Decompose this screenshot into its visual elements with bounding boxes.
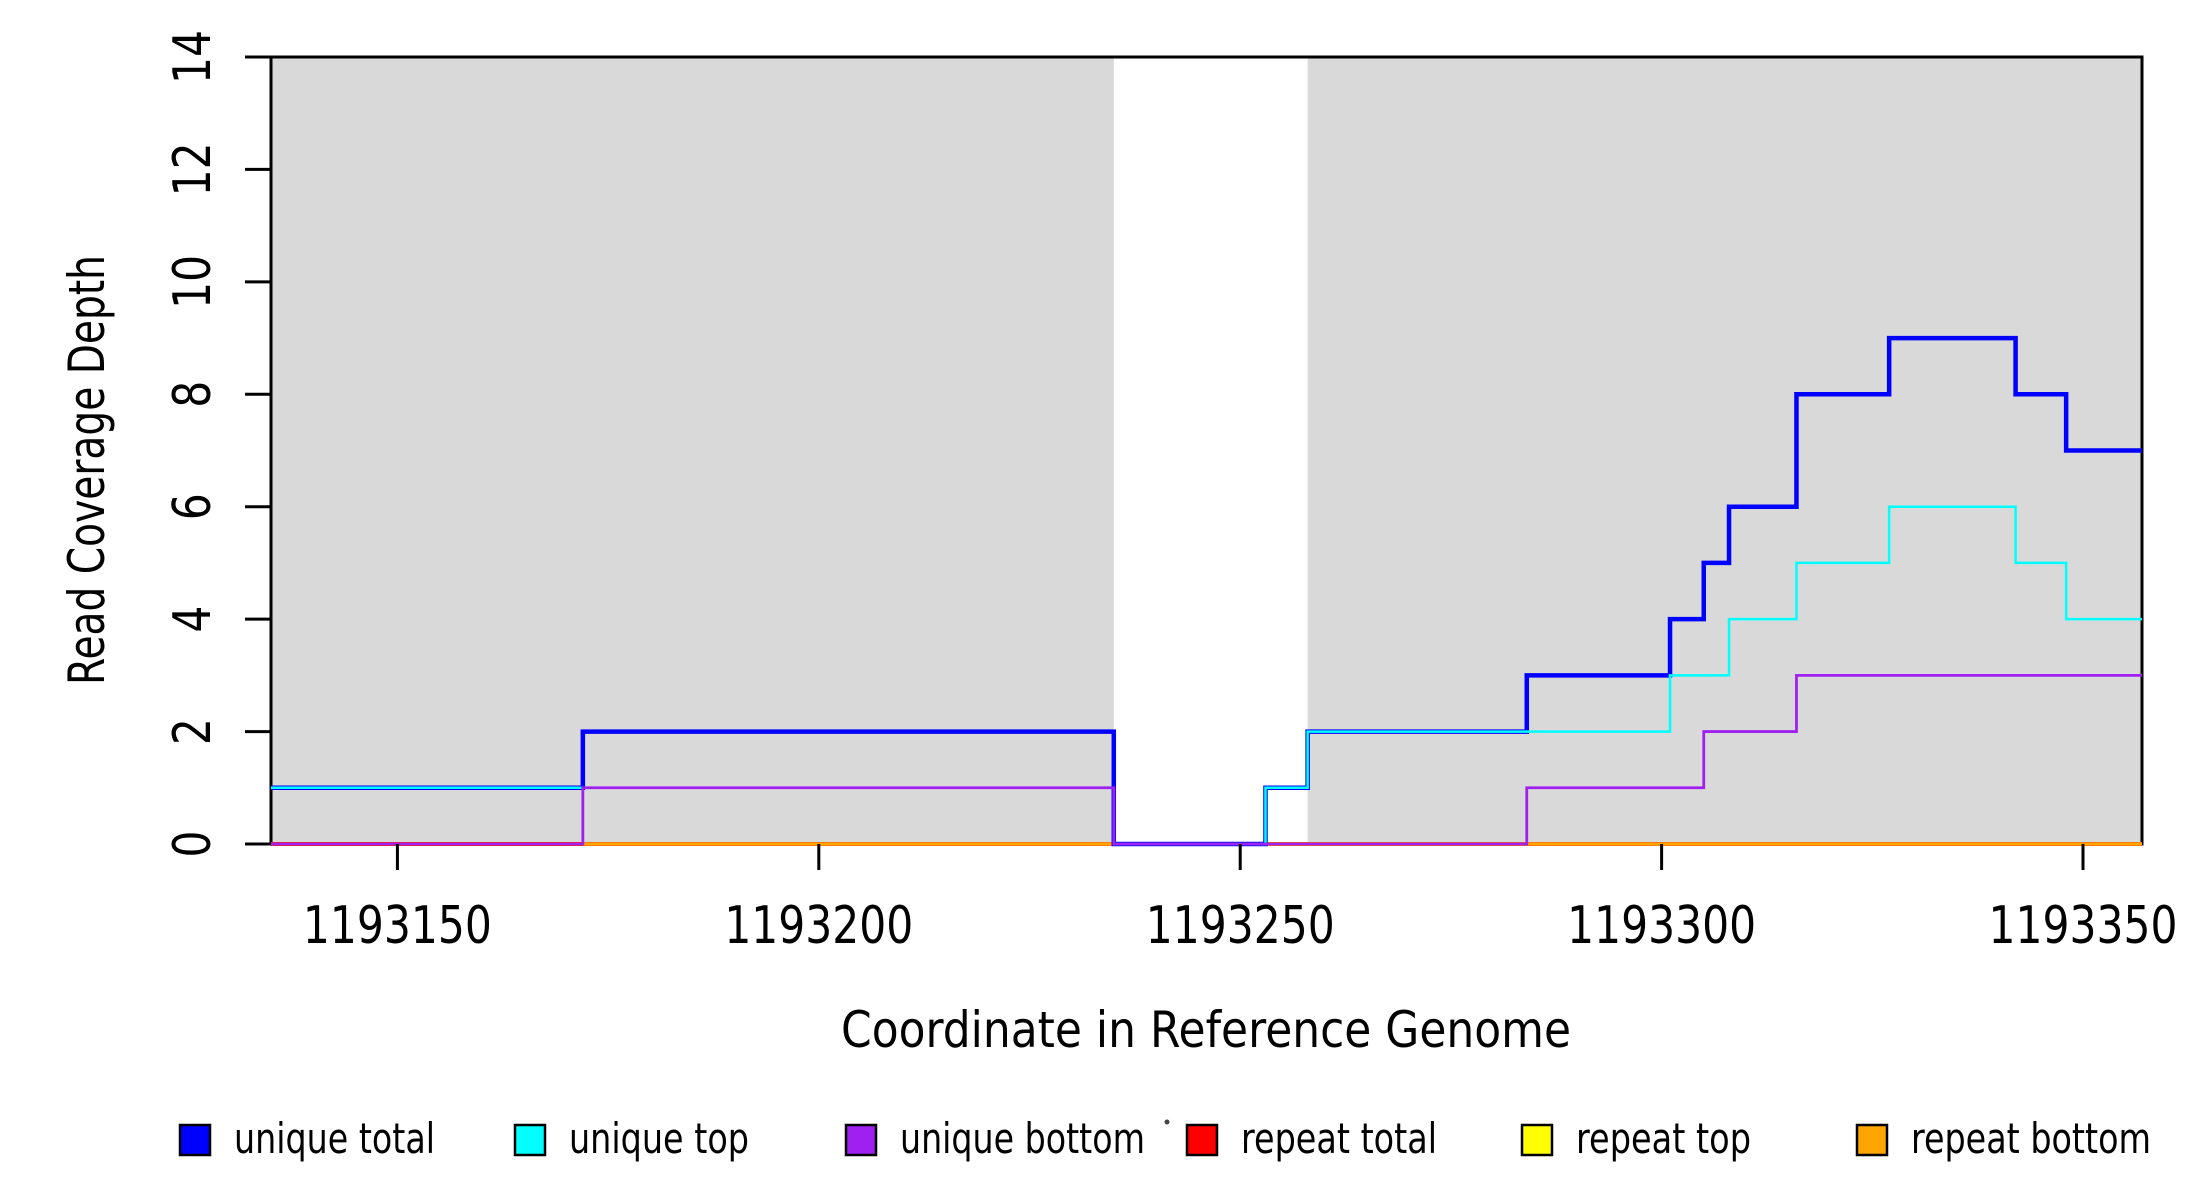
y-tick-label: 10 [163,255,223,309]
legend-swatch-repeat-total [1185,1123,1219,1157]
axes-layer: 1193150 1193200 1193250 1193300 1193350 0 2 4 6 8… [163,30,2178,956]
y-tick-label: 8 [163,381,223,408]
legend-label-repeat-bottom: repeat bottom [1911,1114,2151,1163]
shaded-region-right [1307,57,2142,844]
legend-label-unique-bottom: unique bottom [900,1114,1145,1163]
x-tick-label: 1193200 [724,896,913,956]
shaded-region-left [271,57,1114,844]
legend-swatch-unique-bottom [844,1123,878,1157]
y-tick-label: 2 [163,718,223,745]
y-axis-label: Read Coverage Depth [58,255,116,685]
legend-label-repeat-total: repeat total [1241,1114,1437,1163]
legend-label-repeat-top: repeat top [1576,1114,1751,1163]
y-tick-label: 12 [163,142,223,196]
legend-swatch-repeat-top [1520,1123,1554,1157]
x-tick-label: 1193150 [303,896,492,956]
x-tick-label: 1193300 [1567,896,1756,956]
stray-mark [1164,1119,1170,1125]
series-line-unique-top [271,505,2142,846]
y-tick-label: 0 [163,831,223,858]
x-tick-label: 1193350 [1989,896,2178,956]
legend-label-unique-top: unique top [569,1114,749,1163]
series-line-unique-bottom [271,673,2142,846]
y-tick-label: 6 [163,493,223,520]
legend: unique total unique top unique bottom repea… [178,1114,2151,1163]
y-tick-label: 4 [163,606,223,633]
shaded-regions-layer [271,57,2142,844]
legend-swatch-repeat-bottom [1855,1123,1889,1157]
x-axis-label: Coordinate in Reference Genome [841,1001,1571,1059]
y-tick-label: 14 [163,30,223,84]
legend-label-unique-total: unique total [234,1114,435,1163]
legend-swatch-unique-total [178,1123,212,1157]
x-tick-label: 1193250 [1146,896,1335,956]
series-layer [271,335,2142,847]
legend-swatch-unique-top [513,1123,547,1157]
